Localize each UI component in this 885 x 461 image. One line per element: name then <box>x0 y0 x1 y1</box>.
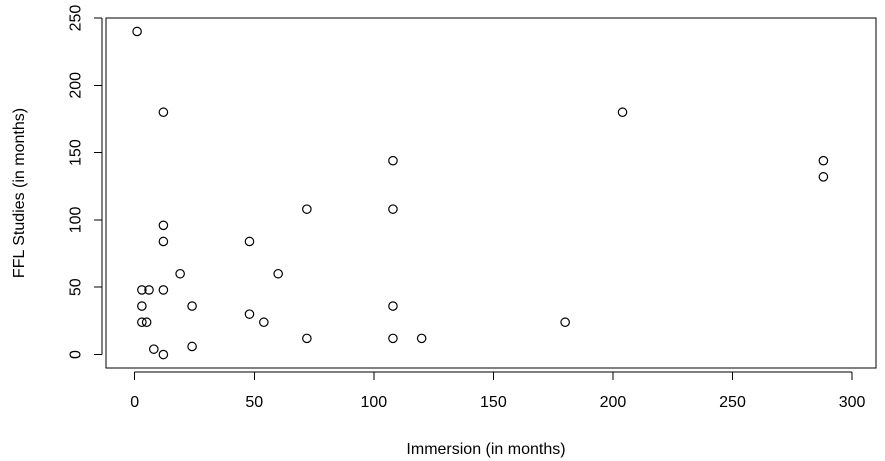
data-point <box>244 309 255 319</box>
y-tick-label: 150 <box>68 139 85 166</box>
data-point <box>158 220 169 231</box>
data-point <box>137 317 147 328</box>
x-axis: 0 50 100 150 200 250 300 <box>130 371 866 411</box>
data-point <box>818 172 829 182</box>
data-point <box>158 285 169 295</box>
data-point <box>158 107 169 118</box>
data-point <box>175 268 185 279</box>
data-point <box>560 317 570 328</box>
data-point <box>388 155 398 166</box>
data-point <box>137 301 147 311</box>
y-axis: 0 50 100 150 200 250 <box>68 5 103 359</box>
x-axis-title: Immersion (in months) <box>406 441 565 458</box>
y-axis-title: FFL Studies (in months) <box>11 108 28 278</box>
y-tick-label: 200 <box>68 72 85 99</box>
data-point <box>144 285 154 295</box>
data-point <box>132 26 142 37</box>
data-point <box>302 204 312 214</box>
x-tick-label: 100 <box>360 394 387 411</box>
data-point <box>302 333 312 344</box>
data-points <box>132 26 829 360</box>
data-point <box>818 155 829 166</box>
data-point <box>137 285 147 295</box>
data-point <box>158 349 169 360</box>
x-tick-label: 200 <box>600 394 627 411</box>
data-point <box>273 268 283 279</box>
data-point <box>388 333 398 344</box>
y-tick-label: 50 <box>68 278 85 296</box>
data-point <box>187 341 197 352</box>
y-tick-label: 100 <box>68 206 85 233</box>
x-tick-label: 250 <box>719 394 746 411</box>
data-point <box>187 301 197 311</box>
data-point <box>388 204 398 214</box>
data-point <box>149 344 159 354</box>
plot-area-border <box>105 17 877 369</box>
data-point <box>617 107 628 118</box>
data-point <box>244 236 255 247</box>
x-tick-label: 50 <box>245 394 263 411</box>
y-tick-label: 250 <box>68 5 85 32</box>
x-tick-label: 300 <box>839 394 866 411</box>
x-tick-label: 150 <box>480 394 507 411</box>
x-tick-label: 0 <box>130 394 139 411</box>
data-point <box>158 236 169 247</box>
data-point <box>259 317 269 328</box>
data-point <box>416 333 427 344</box>
data-point <box>388 301 398 311</box>
y-tick-label: 0 <box>68 350 85 359</box>
data-point <box>141 317 152 328</box>
